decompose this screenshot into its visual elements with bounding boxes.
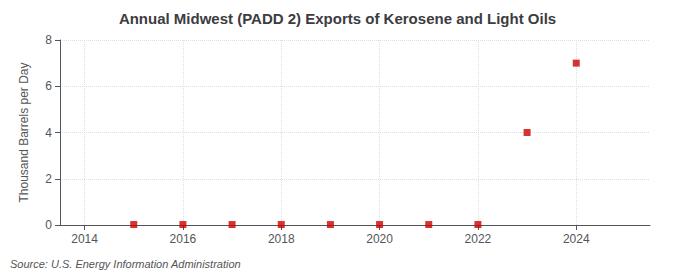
svg-text:8: 8 [45,33,52,47]
svg-text:2014: 2014 [71,232,98,246]
svg-text:2: 2 [45,172,52,186]
svg-text:4: 4 [45,126,52,140]
svg-text:2022: 2022 [465,232,492,246]
svg-text:2016: 2016 [170,232,197,246]
svg-text:2024: 2024 [563,232,590,246]
svg-text:2020: 2020 [366,232,393,246]
svg-text:Thousand Barrels per Day: Thousand Barrels per Day [17,62,31,202]
svg-text:6: 6 [45,79,52,93]
svg-text:Annual Midwest (PADD 2) Export: Annual Midwest (PADD 2) Exports of Keros… [119,10,556,27]
svg-text:2018: 2018 [268,232,295,246]
svg-text:Source: U.S. Energy Informatio: Source: U.S. Energy Information Administ… [10,258,241,270]
svg-text:0: 0 [45,218,52,232]
